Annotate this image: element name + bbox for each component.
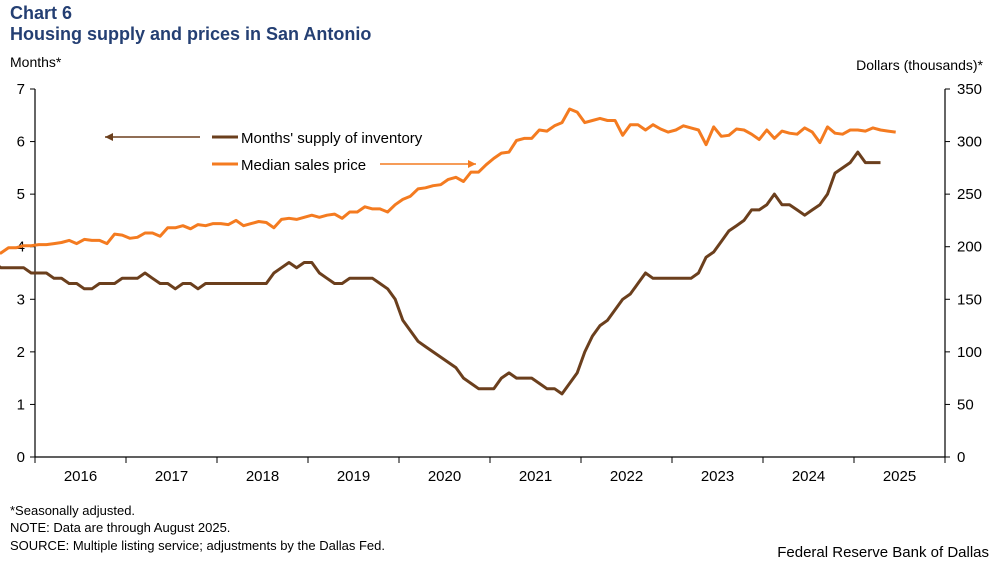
legend-label-price: Median sales price: [241, 157, 366, 174]
right-tick-label: 50: [957, 396, 974, 413]
left-tick-label: 5: [17, 186, 25, 203]
left-tick-label: 3: [17, 291, 25, 308]
footnote-seasonal: *Seasonally adjusted.: [10, 503, 136, 518]
x-tick-label: 2022: [610, 468, 643, 485]
x-tick-label: 2023: [701, 468, 734, 485]
right-tick-label: 100: [957, 344, 982, 361]
footnote-source: SOURCE: Multiple listing service; adjust…: [10, 538, 385, 553]
left-tick-label: 7: [17, 81, 25, 98]
footnote-note: NOTE: Data are through August 2025.: [10, 520, 231, 535]
chart-subtitle: Housing supply and prices in San Antonio: [10, 24, 372, 44]
chart-title: Chart 6: [10, 3, 73, 23]
legend-arrowhead-right-icon: [468, 160, 476, 168]
left-tick-label: 2: [17, 344, 25, 361]
right-axis-label: Dollars (thousands)*: [856, 57, 983, 73]
right-tick-label: 250: [957, 186, 982, 203]
legend-label-supply: Months' supply of inventory: [241, 130, 423, 147]
right-tick-label: 350: [957, 81, 982, 98]
left-axis-label: Months*: [10, 54, 62, 70]
series-line-months-supply: [0, 150, 881, 396]
x-tick-label: 2024: [792, 468, 825, 485]
credit: Federal Reserve Bank of Dallas: [777, 544, 989, 561]
x-tick-label: 2020: [428, 468, 461, 485]
x-tick-label: 2016: [64, 468, 97, 485]
x-tick-label: 2021: [519, 468, 552, 485]
right-tick-label: 150: [957, 291, 982, 308]
left-tick-label: 0: [17, 449, 25, 466]
left-tick-label: 1: [17, 396, 25, 413]
series-line-median-price: [0, 107, 896, 255]
legend-arrowhead-left-icon: [105, 133, 113, 141]
right-tick-label: 300: [957, 134, 982, 151]
x-tick-label: 2017: [155, 468, 188, 485]
x-tick-label: 2019: [337, 468, 370, 485]
x-tick-label: 2025: [883, 468, 916, 485]
x-tick-label: 2018: [246, 468, 279, 485]
right-tick-label: 0: [957, 449, 965, 466]
left-tick-label: 6: [17, 134, 25, 151]
right-tick-label: 200: [957, 239, 982, 256]
